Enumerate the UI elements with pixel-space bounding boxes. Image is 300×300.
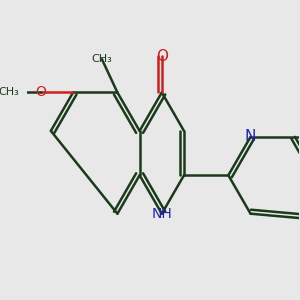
Text: N: N (245, 129, 256, 144)
Text: O: O (156, 49, 168, 64)
Text: CH₃: CH₃ (92, 54, 112, 64)
Text: NH: NH (152, 207, 172, 221)
Text: CH₃: CH₃ (0, 88, 20, 98)
Text: O: O (36, 85, 46, 100)
